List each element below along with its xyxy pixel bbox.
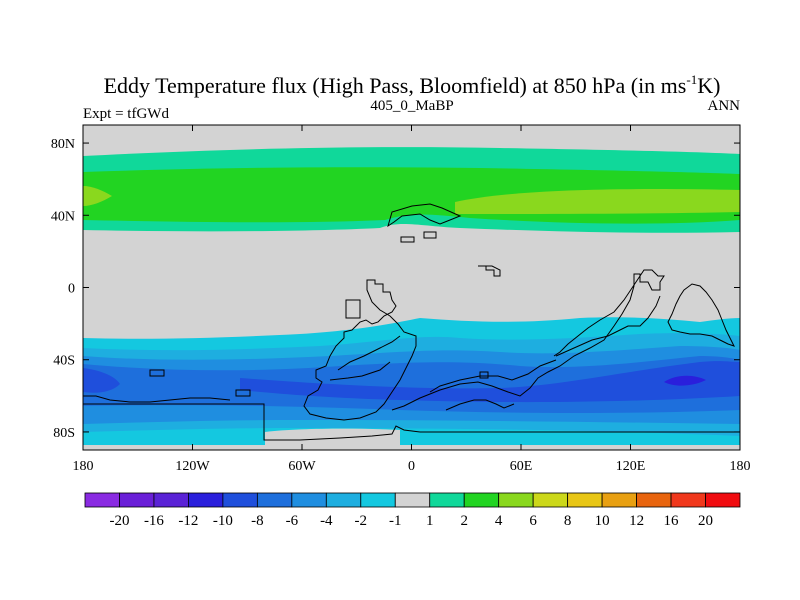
field-antarctic-light — [265, 428, 400, 445]
field-north-core-east — [455, 189, 740, 214]
coastlines — [83, 203, 740, 441]
x-tick-label: 60W — [288, 459, 316, 474]
colorbar-swatch — [119, 492, 155, 508]
colorbar-swatch — [256, 492, 293, 508]
colorbar-label: -20 — [109, 513, 129, 529]
field-north-core-west — [83, 186, 112, 206]
field-south-core-8 — [240, 361, 740, 403]
colorbar-label: 6 — [529, 513, 537, 529]
coastline-small-island-2 — [423, 231, 437, 239]
coastline-south-west — [83, 395, 231, 403]
x-tick-label: 120E — [616, 459, 646, 474]
colorbar-label: 12 — [629, 513, 644, 529]
colorbar-swatch — [84, 492, 120, 508]
title-suffix: K) — [697, 73, 720, 98]
map-area — [83, 125, 740, 450]
y-tick-label: 0 — [68, 282, 75, 297]
y-axis: 80N 40N 0 40S 80S — [51, 137, 740, 441]
y-tick-label: 80N — [51, 137, 75, 152]
x-tick-label: 180 — [730, 459, 751, 474]
colorbar-swatch — [291, 492, 327, 508]
field-south-core-west — [83, 368, 120, 393]
field-south-core-10 — [664, 375, 706, 386]
coastline-south-pacific — [429, 359, 557, 411]
left-subtitle: Expt = tfGWd — [83, 106, 169, 122]
colorbar-swatch — [188, 492, 224, 508]
colorbar-label: -2 — [355, 513, 368, 529]
colorbar-swatch — [429, 492, 465, 508]
x-tick-label: 0 — [408, 459, 415, 474]
colorbar-swatch — [601, 492, 637, 508]
colorbar-label: 4 — [495, 513, 503, 529]
coastline-north-africa — [387, 203, 462, 228]
title-main: Eddy Temperature flux (High Pass, Bloomf… — [104, 73, 687, 98]
y-tick-label: 80S — [53, 426, 75, 441]
x-tick-label: 180 — [73, 459, 94, 474]
y-tick-label: 40S — [53, 354, 75, 369]
colorbar-label: -4 — [320, 513, 333, 529]
colorbar-label: 1 — [426, 513, 434, 529]
colorbar-swatch — [463, 492, 500, 508]
colorbar-label: 16 — [664, 513, 680, 529]
colorbar-label: -12 — [178, 513, 198, 529]
colorbar-label: 10 — [595, 513, 610, 529]
colorbar-swatch — [670, 492, 706, 508]
coastline-southern-africa — [391, 269, 665, 411]
chart-title: Eddy Temperature flux (High Pass, Bloomf… — [104, 72, 721, 98]
coastline-south-america-inner — [329, 335, 401, 381]
colorbar-label: -16 — [144, 513, 164, 529]
y-tick-label: 40N — [51, 209, 75, 224]
x-tick-label: 120W — [175, 459, 210, 474]
center-subtitle: 405_0_MaBP — [370, 98, 453, 114]
coastline-island-south-atlantic — [345, 299, 361, 319]
colorbar-swatch — [567, 492, 603, 508]
colorbar-label: -8 — [251, 513, 264, 529]
coastline-sub-antarctic — [149, 369, 489, 397]
colorbar-swatch — [153, 492, 189, 508]
colorbar-swatch — [222, 492, 258, 508]
colorbar: -20 -16 -12 -10 -8 -6 -4 -2 -1 1 2 4 6 8 10 12 16 20 — [84, 492, 741, 529]
colorbar-swatch — [360, 492, 396, 508]
coastline-small-island-1 — [400, 236, 415, 243]
colorbar-swatch — [498, 492, 534, 508]
colorbar-label: 8 — [564, 513, 572, 529]
colorbar-swatch — [325, 492, 362, 508]
colorbar-label: 2 — [460, 513, 468, 529]
colorbar-label: -6 — [286, 513, 299, 529]
coastline-antarctica — [83, 403, 740, 441]
colorbar-label: 20 — [698, 513, 713, 529]
coastline-south-america — [303, 279, 417, 421]
colorbar-swatch — [705, 492, 741, 508]
title-superscript: -1 — [686, 72, 697, 87]
right-subtitle: ANN — [708, 98, 741, 114]
coastline-australia — [667, 283, 735, 347]
colorbar-swatch — [394, 492, 431, 508]
coastline-indian-ocean — [555, 295, 661, 357]
colorbar-swatch — [636, 492, 672, 508]
coastline-arabia — [478, 265, 501, 277]
colorbar-label: -1 — [389, 513, 402, 529]
x-tick-label: 60E — [510, 459, 533, 474]
x-axis: 180 120W 60W 0 60E 120E 180 — [73, 125, 751, 474]
colorbar-swatch — [532, 492, 569, 508]
colorbar-label: -10 — [213, 513, 233, 529]
